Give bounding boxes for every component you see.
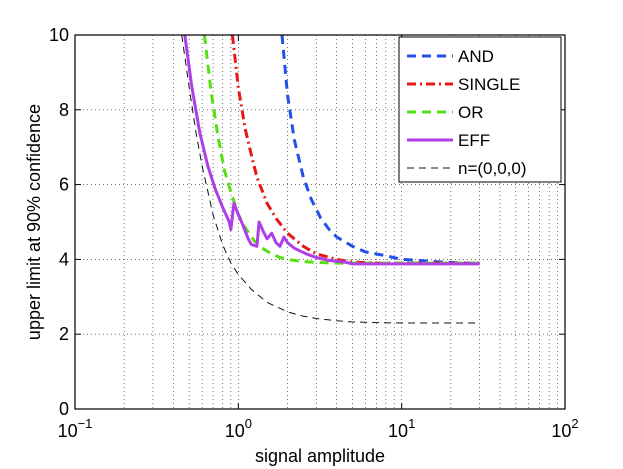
tick-labels: 0 2 4 6 8 10 10−1 100 101 102 xyxy=(49,25,579,441)
y-tick-label: 0 xyxy=(59,399,69,419)
x-tick-label: 101 xyxy=(388,416,415,441)
plot-series xyxy=(181,34,480,324)
x-tick-label: 100 xyxy=(225,416,252,441)
y-tick-label: 6 xyxy=(59,175,69,195)
series-line-single xyxy=(230,34,480,265)
legend-label: SINGLE xyxy=(458,75,520,94)
x-axis-label: signal amplitude xyxy=(255,446,385,466)
series-line-n-0-0-0 xyxy=(181,34,480,324)
series-line-eff xyxy=(183,34,480,266)
x-tick-label: 10−1 xyxy=(58,416,93,441)
y-axis-label: upper limit at 90% confidence xyxy=(24,104,44,340)
y-tick-label: 2 xyxy=(59,324,69,344)
legend-label: OR xyxy=(458,103,484,122)
plot-frame xyxy=(74,34,566,410)
legend-label: n=(0,0,0) xyxy=(458,159,527,178)
y-tick-label: 4 xyxy=(59,249,69,269)
x-tick-label: 102 xyxy=(551,416,578,441)
legend-box xyxy=(398,36,562,183)
y-tick-label: 10 xyxy=(49,25,69,45)
legend-label: EFF xyxy=(458,131,490,150)
legend: AND SINGLE OR EFF n=(0,0,0) xyxy=(398,36,562,183)
y-tick-label: 8 xyxy=(59,100,69,120)
legend-label: AND xyxy=(458,47,494,66)
